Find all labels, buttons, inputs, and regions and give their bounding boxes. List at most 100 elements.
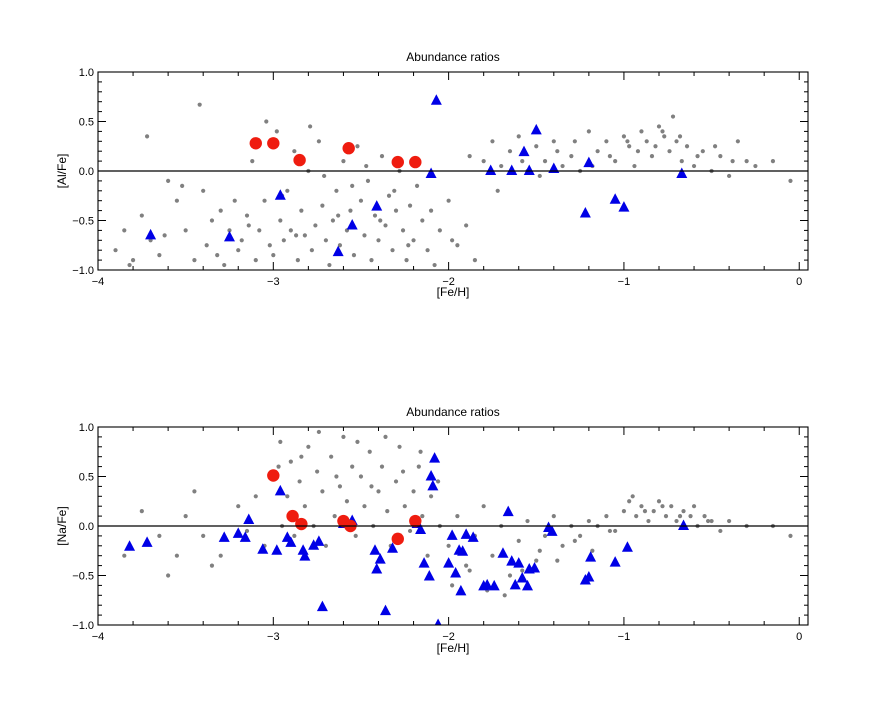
triangle-point — [506, 164, 518, 175]
triangle-point — [332, 245, 344, 257]
field-star-point — [299, 208, 304, 213]
marks-group — [113, 94, 793, 268]
field-star-point — [367, 449, 372, 454]
field-star-point — [250, 159, 255, 164]
field-star-point — [679, 159, 684, 164]
field-star-point — [534, 558, 539, 563]
field-star-point — [586, 129, 591, 134]
field-star-point — [670, 114, 676, 119]
triangle-point — [425, 167, 437, 178]
triangle-point — [374, 553, 386, 564]
field-star-point — [788, 533, 793, 539]
field-star-point — [525, 518, 530, 524]
field-star-point — [656, 124, 662, 129]
field-star-point — [649, 154, 655, 159]
triangle-point — [546, 525, 558, 536]
y-axis-label: [Na/Fe] — [55, 506, 69, 545]
y-axis-label: [Al/Fe] — [55, 154, 69, 189]
field-star-point — [753, 163, 758, 169]
field-star-point — [309, 248, 314, 253]
field-star-point — [653, 144, 658, 149]
field-star-point — [183, 514, 188, 519]
y-tick-label: 0.0 — [79, 521, 94, 533]
field-star-point — [569, 154, 574, 159]
field-star-point — [322, 173, 327, 179]
triangle-point — [585, 551, 597, 562]
field-star-point — [490, 553, 495, 558]
field-star-point — [232, 198, 237, 203]
field-star-point — [560, 163, 565, 169]
triangle-point — [455, 584, 467, 596]
field-star-point — [276, 464, 281, 469]
field-star-point — [516, 538, 521, 543]
field-star-point — [383, 223, 388, 228]
field-star-point — [677, 514, 683, 519]
field-star-point — [691, 504, 697, 509]
triangle-point — [457, 545, 469, 556]
field-star-point — [542, 533, 548, 539]
field-star-point — [369, 484, 374, 489]
field-star-point — [467, 154, 472, 159]
field-star-point — [192, 489, 197, 494]
field-star-point — [520, 568, 525, 573]
field-star-point — [537, 173, 542, 179]
field-star-point — [642, 509, 648, 514]
field-star-point — [495, 188, 500, 193]
y-tick-label: 1.0 — [79, 67, 94, 79]
triangle-point — [509, 578, 521, 590]
field-star-point — [604, 514, 609, 519]
field-star-point — [139, 509, 144, 514]
field-star-point — [577, 533, 583, 539]
field-star-point — [355, 144, 360, 149]
field-star-point — [364, 163, 369, 169]
field-star-point — [551, 139, 556, 144]
field-star-point — [644, 139, 649, 144]
field-star-point — [351, 253, 357, 258]
triangle-point — [446, 529, 458, 540]
field-star-point — [646, 518, 651, 524]
field-star-point — [534, 144, 539, 149]
circle-point — [295, 517, 308, 531]
field-star-point — [353, 533, 358, 539]
field-star-point — [386, 193, 392, 198]
triangle-point — [485, 164, 497, 175]
field-star-point — [420, 514, 425, 519]
field-star-point — [684, 144, 690, 149]
field-star-point — [481, 504, 486, 509]
field-star-point — [634, 514, 639, 519]
field-star-point — [130, 258, 136, 263]
circle-point — [286, 509, 299, 523]
x-tick-label: −4 — [92, 276, 105, 288]
field-star-point — [209, 563, 215, 568]
triangle-point — [523, 563, 535, 574]
triangle-point — [516, 571, 528, 583]
triangle-point — [145, 228, 157, 240]
field-star-point — [267, 243, 272, 248]
triangle-point — [243, 513, 255, 525]
field-star-point — [246, 223, 251, 228]
triangle-point — [124, 540, 136, 551]
x-tick-label: −1 — [618, 276, 631, 288]
field-star-point — [607, 154, 613, 159]
field-star-point — [313, 223, 318, 228]
triangle-point — [481, 578, 493, 590]
triangle-point — [621, 541, 633, 552]
field-star-point — [337, 243, 343, 248]
field-star-point — [302, 233, 307, 238]
triangle-point — [450, 567, 462, 578]
field-star-point — [204, 243, 209, 248]
triangle-point — [271, 544, 283, 555]
field-star-point — [297, 479, 302, 484]
triangle-point — [239, 531, 251, 542]
field-star-point — [302, 504, 307, 509]
triangle-point — [488, 579, 500, 591]
field-star-point — [551, 514, 556, 519]
field-star-point — [627, 499, 632, 504]
triangle-point — [141, 536, 153, 547]
field-star-point — [404, 258, 409, 263]
field-star-point — [677, 134, 683, 139]
field-star-point — [712, 144, 718, 149]
field-star-point — [669, 504, 674, 509]
field-star-point — [555, 558, 560, 563]
field-star-point — [218, 208, 223, 213]
